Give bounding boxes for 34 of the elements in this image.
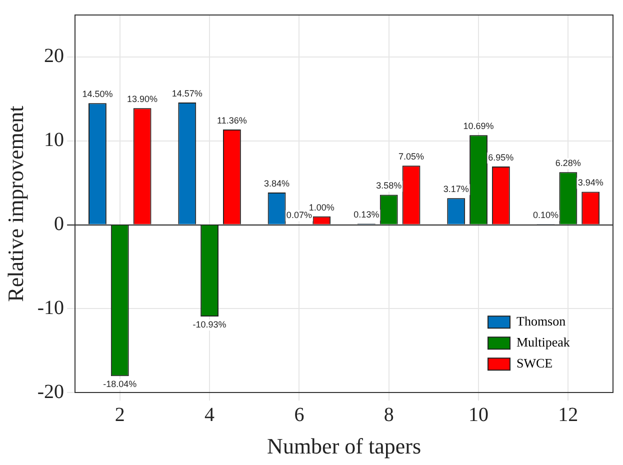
y-tick-label: 10 [44, 129, 64, 152]
data-label: -18.04% [103, 379, 137, 390]
x-tick-label: 10 [468, 404, 489, 426]
y-axis-title: Relative improvement [2, 106, 28, 302]
data-label: 13.90% [127, 94, 158, 104]
data-label: 1.00% [308, 202, 334, 212]
x-axis-title: Number of tapers [267, 434, 422, 459]
data-label: 11.36% [217, 115, 247, 126]
data-label: -10.93% [192, 319, 226, 330]
x-tick-label: 6 [294, 404, 304, 426]
data-label: 3.58% [376, 180, 402, 191]
legend-label: Multipeak [516, 334, 570, 350]
y-tick-label: 0 [54, 213, 64, 236]
data-label: 3.84% [264, 178, 290, 189]
y-tick-label: -10 [37, 296, 64, 319]
y-tick-label: -20 [37, 380, 64, 403]
data-label: 7.05% [398, 152, 424, 162]
x-tick-label: 12 [558, 404, 578, 426]
data-label: 6.28% [555, 158, 581, 168]
y-tick-label: 20 [44, 45, 64, 68]
x-tick-label: 4 [204, 404, 215, 426]
data-label: 10.69% [463, 121, 494, 132]
x-tick-label: 8 [384, 404, 394, 426]
legend-label: Thomson [516, 314, 566, 329]
data-label: 0.13% [354, 210, 380, 220]
data-label: 0.10% [532, 210, 559, 220]
data-label: 6.95% [488, 152, 514, 162]
data-label: 3.17% [443, 184, 469, 194]
data-label: 0.07% [286, 210, 312, 220]
data-label: 14.57% [172, 88, 202, 99]
legend-label: SWCE [516, 356, 553, 371]
data-label: 3.94% [578, 178, 604, 188]
x-tick-label: 2 [114, 404, 125, 426]
data-label: 14.50% [82, 89, 113, 100]
